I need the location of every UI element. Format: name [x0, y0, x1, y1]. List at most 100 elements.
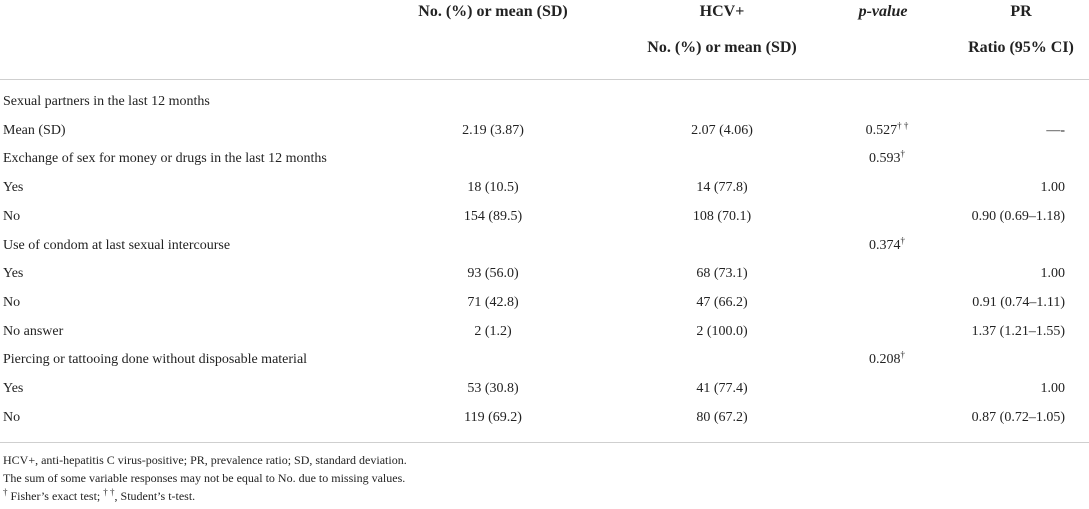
- cell-all-text: 2.19 (3.87): [462, 123, 524, 138]
- row-label-text: Exchange of sex for money or drugs in th…: [3, 151, 327, 166]
- cell-all-text: 53 (30.8): [467, 381, 519, 396]
- footnote-student: , Student’s t-test.: [114, 489, 196, 503]
- row-label-text: Mean (SD): [3, 123, 66, 138]
- cell-hcv-text: 108 (70.1): [692, 209, 752, 224]
- cell-all: 154 (89.5): [464, 208, 522, 226]
- cell-p-value: 0.527† †: [865, 120, 909, 140]
- row-label-text: No answer: [3, 324, 64, 339]
- footnote-tests: † Fisher’s exact test; † †, Student’s t-…: [3, 487, 196, 504]
- cell-all: 53 (30.8): [467, 380, 518, 398]
- cell-pr: 0.91 (0.74–1.11): [972, 294, 1065, 312]
- p-value-footnote-mark: †: [900, 148, 906, 159]
- cell-p-value: 0.208†: [869, 349, 906, 369]
- cell-hcv: 41 (77.4): [696, 380, 747, 398]
- cell-hcv: 68 (73.1): [696, 265, 747, 283]
- row-label-text: No: [3, 410, 21, 425]
- row-label: Sexual partners in the last 12 months: [3, 93, 210, 111]
- cell-hcv-text: 2.07 (4.06): [691, 123, 753, 138]
- cell-hcv-text: 47 (66.2): [696, 295, 748, 310]
- row-label: No: [3, 208, 20, 226]
- row-label-text: Use of condom at last sexual intercourse: [3, 238, 231, 253]
- cell-p-value: 0.374†: [869, 235, 906, 255]
- row-label-text: No: [3, 209, 21, 224]
- cell-hcv-text: 14 (77.8): [696, 180, 748, 195]
- footnote-double-dagger: † †: [103, 487, 115, 497]
- cell-p-value-text: 0.208: [869, 352, 901, 367]
- p-value-footnote-mark: †: [900, 235, 906, 246]
- cell-hcv: 14 (77.8): [696, 179, 747, 197]
- row-label: Piercing or tattooing done without dispo…: [3, 351, 307, 369]
- row-label-text: Piercing or tattooing done without dispo…: [3, 352, 308, 367]
- cell-pr-text: 0.91 (0.74–1.11): [972, 295, 1065, 310]
- cell-hcv: 47 (66.2): [696, 294, 747, 312]
- p-value-footnote-mark: †: [900, 349, 906, 360]
- row-label-text: Yes: [3, 180, 24, 195]
- row-label: Yes: [3, 265, 23, 283]
- header-col-pr: PR: [1010, 3, 1032, 20]
- cell-all: 119 (69.2): [464, 409, 522, 427]
- cell-pr: 1.37 (1.21–1.55): [972, 323, 1065, 341]
- cell-pr-text: 1.00: [1040, 180, 1066, 195]
- footnote-dagger: †: [3, 487, 8, 497]
- row-label: No: [3, 294, 20, 312]
- cell-all-text: 119 (69.2): [464, 410, 522, 425]
- footnote-abbreviations: HCV+, anti-hepatitis C virus-positive; P…: [3, 453, 407, 467]
- cell-all: 18 (10.5): [467, 179, 518, 197]
- cell-pr: 0.87 (0.72–1.05): [972, 409, 1065, 427]
- cell-hcv: 2 (100.0): [696, 323, 747, 341]
- cell-pr-text: 0.90 (0.69–1.18): [971, 209, 1065, 224]
- cell-pr-text: 0.87 (0.72–1.05): [971, 410, 1065, 425]
- cell-all-text: 154 (89.5): [463, 209, 523, 224]
- cell-pr: 1.00: [1041, 265, 1066, 283]
- cell-hcv-text: 2 (100.0): [696, 324, 748, 339]
- cell-all-text: 18 (10.5): [467, 180, 519, 195]
- header-col-all: No. (%) or mean (SD): [418, 3, 568, 20]
- row-label: Mean (SD): [3, 122, 66, 140]
- cell-p-value-text: 0.374: [869, 238, 901, 253]
- subheader-pr: Ratio (95% CI): [968, 39, 1074, 56]
- row-label: Use of condom at last sexual intercourse: [3, 237, 230, 255]
- row-label: No answer: [3, 323, 63, 341]
- subheader-hcv: No. (%) or mean (SD): [647, 39, 797, 56]
- cell-pr: 1.00: [1041, 380, 1066, 398]
- cell-hcv-text: 80 (67.2): [696, 410, 748, 425]
- row-label-text: No: [3, 295, 21, 310]
- cell-p-value-text: 0.593: [869, 151, 901, 166]
- footer-divider: [0, 442, 1089, 443]
- cell-hcv-text: 41 (77.4): [696, 381, 748, 396]
- cell-hcv: 2.07 (4.06): [691, 122, 753, 140]
- cell-pr: —-: [1046, 122, 1065, 140]
- cell-pr: 1.00: [1041, 179, 1066, 197]
- p-value-footnote-mark: † †: [897, 120, 909, 131]
- row-label: No: [3, 409, 20, 427]
- cell-all-text: 2 (1.2): [474, 324, 512, 339]
- cell-all-text: 93 (56.0): [467, 266, 519, 281]
- cell-hcv: 108 (70.1): [693, 208, 751, 226]
- cell-pr-text: 1.37 (1.21–1.55): [971, 324, 1065, 339]
- row-label-text: Sexual partners in the last 12 months: [3, 94, 210, 109]
- cell-all: 93 (56.0): [467, 265, 518, 283]
- cell-hcv-text: 68 (73.1): [696, 266, 748, 281]
- header-col-p: p-value: [858, 3, 908, 20]
- cell-pr-text: 1.00: [1040, 266, 1066, 281]
- footnote-fisher: Fisher’s exact test;: [7, 489, 104, 503]
- cell-pr-text: 1.00: [1040, 381, 1066, 396]
- row-label: Yes: [3, 179, 23, 197]
- cell-p-value: 0.593†: [869, 148, 906, 168]
- cell-p-value-text: 0.527: [865, 123, 898, 138]
- cell-all-text: 71 (42.8): [467, 295, 519, 310]
- row-label: Exchange of sex for money or drugs in th…: [3, 150, 327, 168]
- cell-pr-text: —-: [1046, 123, 1065, 138]
- cell-pr: 0.90 (0.69–1.18): [972, 208, 1065, 226]
- header-col-hcv: HCV+: [699, 3, 745, 20]
- row-label-text: Yes: [3, 266, 24, 281]
- footnote-missing-values: The sum of some variable responses may n…: [3, 471, 406, 485]
- cell-all: 2.19 (3.87): [462, 122, 524, 140]
- header-divider: [0, 79, 1089, 80]
- cell-hcv: 80 (67.2): [696, 409, 747, 427]
- cell-all: 2 (1.2): [474, 323, 511, 341]
- cell-all: 71 (42.8): [467, 294, 518, 312]
- row-label: Yes: [3, 380, 23, 398]
- row-label-text: Yes: [3, 381, 24, 396]
